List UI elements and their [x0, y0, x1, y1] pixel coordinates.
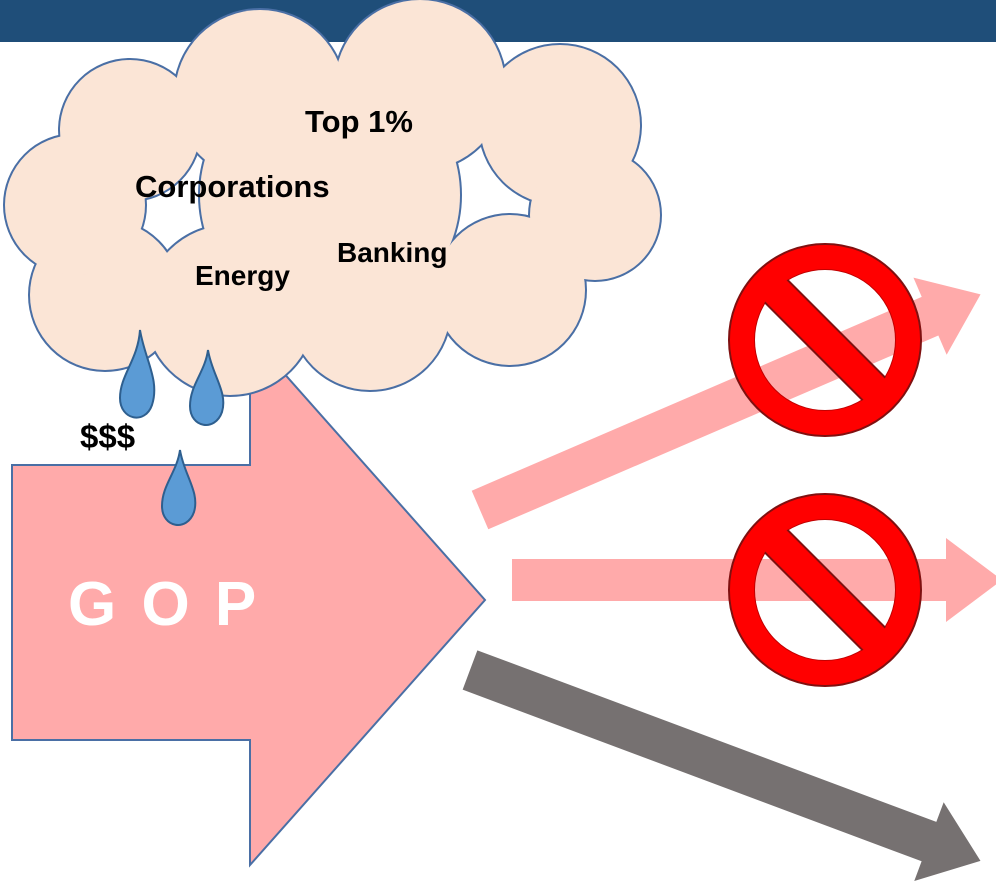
cloud-item: Corporations: [135, 169, 330, 204]
raindrops: [118, 329, 225, 526]
no-sign: [728, 493, 922, 687]
gop-arrow: [11, 332, 487, 868]
cloud-item: Energy: [195, 260, 290, 291]
gop-label: G O P: [68, 570, 260, 639]
cloud-fill: [5, 0, 660, 395]
no-sign: [728, 243, 922, 437]
cloud-item: Top 1%: [305, 104, 413, 139]
header-bar: [0, 0, 996, 42]
down-arrow: [462, 650, 981, 881]
money-label: $$$: [80, 418, 135, 455]
cloud-item: Banking: [337, 237, 447, 268]
up-arrow: [471, 277, 981, 530]
